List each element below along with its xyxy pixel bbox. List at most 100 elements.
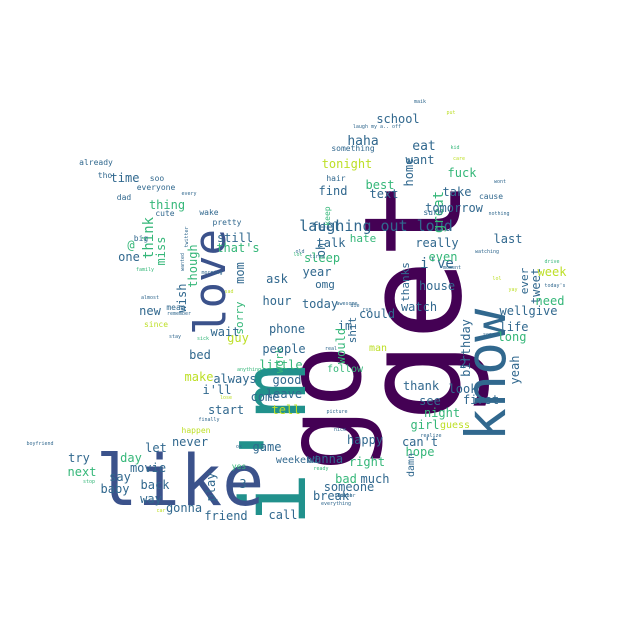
cloud-word: baby bbox=[101, 482, 130, 496]
cloud-word: stay bbox=[169, 334, 181, 340]
cloud-word: im bbox=[338, 319, 352, 333]
cloud-word: tired bbox=[309, 254, 324, 260]
cloud-word: way bbox=[140, 492, 162, 506]
cloud-word: guy bbox=[227, 331, 249, 345]
cloud-word: best bbox=[366, 178, 395, 192]
cloud-word: much bbox=[361, 472, 390, 486]
cloud-word: make bbox=[185, 370, 214, 384]
cloud-word: tomorrow bbox=[425, 201, 484, 215]
cloud-word: that's bbox=[216, 241, 259, 255]
cloud-word: yay bbox=[508, 287, 517, 293]
cloud-word: shit bbox=[346, 317, 359, 344]
cloud-word: next bbox=[68, 465, 97, 479]
cloud-word: ever bbox=[518, 267, 531, 294]
cloud-word: go bbox=[263, 345, 385, 471]
cloud-word: tell bbox=[272, 403, 301, 417]
cloud-word: well bbox=[500, 304, 529, 318]
cloud-word: work bbox=[273, 346, 286, 373]
cloud-word: still bbox=[217, 231, 253, 245]
cloud-word: cute bbox=[155, 209, 174, 218]
cloud-word: want bbox=[406, 153, 435, 167]
cloud-word: ready bbox=[313, 466, 328, 472]
cloud-word: sleep bbox=[304, 251, 340, 265]
cloud-word: week bbox=[538, 265, 568, 279]
cloud-word: say bbox=[109, 470, 131, 484]
cloud-word: sure bbox=[423, 208, 442, 217]
cloud-word: wont bbox=[494, 179, 506, 185]
cloud-word: thanks bbox=[399, 262, 412, 302]
cloud-word: find bbox=[319, 184, 348, 198]
cloud-word: yes bbox=[232, 462, 247, 471]
cloud-word: maik bbox=[414, 99, 426, 105]
cloud-word: laughing out loud bbox=[299, 217, 453, 235]
cloud-word: watching bbox=[475, 249, 499, 255]
cloud-word: last bbox=[494, 232, 523, 246]
cloud-word: tonight bbox=[322, 157, 373, 171]
cloud-word: thank bbox=[403, 379, 440, 393]
cloud-word: today bbox=[302, 297, 338, 311]
cloud-word: never bbox=[172, 435, 208, 449]
cloud-word: watch bbox=[401, 300, 437, 314]
cloud-word: start bbox=[208, 403, 244, 417]
cloud-word: year bbox=[303, 265, 332, 279]
cloud-word: hate bbox=[350, 232, 377, 245]
cloud-word: come bbox=[251, 390, 280, 404]
cloud-word: text bbox=[370, 187, 399, 201]
cloud-word: mom bbox=[233, 262, 247, 284]
cloud-word: run bbox=[362, 307, 371, 313]
cloud-word: big bbox=[134, 234, 149, 243]
cloud-word: thing bbox=[149, 198, 185, 212]
cloud-word: sorry bbox=[233, 301, 246, 334]
cloud-word: die bbox=[350, 303, 359, 309]
cloud-word: twitter bbox=[184, 226, 190, 247]
cloud-word: long bbox=[498, 330, 527, 344]
cloud-word: pretty bbox=[213, 218, 242, 227]
cloud-word: laugh my a.. off bbox=[353, 124, 401, 130]
cloud-word: give bbox=[529, 304, 558, 318]
cloud-word: wanted bbox=[180, 253, 186, 271]
cloud-word: follow bbox=[327, 364, 364, 375]
cloud-word: fuck bbox=[448, 166, 478, 180]
cloud-word: already bbox=[79, 158, 113, 167]
cloud-word: real bbox=[325, 346, 337, 352]
cloud-word: back bbox=[141, 478, 171, 492]
cloud-word: mean bbox=[166, 303, 185, 312]
cloud-word: even bbox=[429, 250, 458, 264]
cloud-word: would bbox=[334, 328, 348, 364]
cloud-word: stop bbox=[83, 479, 95, 485]
cloud-word: can't bbox=[402, 435, 438, 449]
cloud-word: day bbox=[120, 451, 142, 465]
cloud-word: sad bbox=[224, 289, 233, 295]
cloud-word: almost bbox=[141, 295, 159, 301]
cloud-word: home bbox=[402, 158, 416, 187]
cloud-word: love bbox=[185, 229, 236, 335]
cloud-word: great bbox=[431, 191, 447, 233]
cloud-word: wait bbox=[211, 325, 240, 339]
cloud-word: i'm bbox=[222, 364, 327, 527]
cloud-word: get bbox=[335, 178, 492, 422]
cloud-word: new bbox=[139, 304, 161, 318]
cloud-word: haha bbox=[347, 134, 378, 149]
cloud-word: miss bbox=[154, 237, 168, 266]
cloud-word: sick bbox=[197, 336, 209, 342]
cloud-word: phone bbox=[269, 322, 305, 336]
cloud-word: break bbox=[313, 489, 350, 503]
cloud-word: look bbox=[449, 382, 479, 396]
cloud-word: life bbox=[500, 320, 529, 334]
cloud-word: today's bbox=[544, 283, 565, 289]
cloud-word: wish bbox=[175, 284, 189, 313]
cloud-word: song bbox=[483, 332, 495, 338]
cloud-word: finally bbox=[198, 417, 219, 423]
cloud-word: school bbox=[376, 112, 419, 126]
cloud-word: dad bbox=[117, 193, 132, 202]
cloud-word: time bbox=[111, 171, 140, 185]
cloud-word: feel bbox=[312, 220, 341, 234]
cloud-word: lol bbox=[492, 276, 501, 282]
cloud-word: think bbox=[141, 216, 157, 259]
cloud-word: drive bbox=[544, 259, 559, 265]
cloud-word: yeah bbox=[508, 356, 522, 385]
cloud-word: talk bbox=[317, 236, 347, 250]
cloud-word: lot bbox=[293, 252, 302, 258]
cloud-word: wake bbox=[199, 208, 218, 217]
